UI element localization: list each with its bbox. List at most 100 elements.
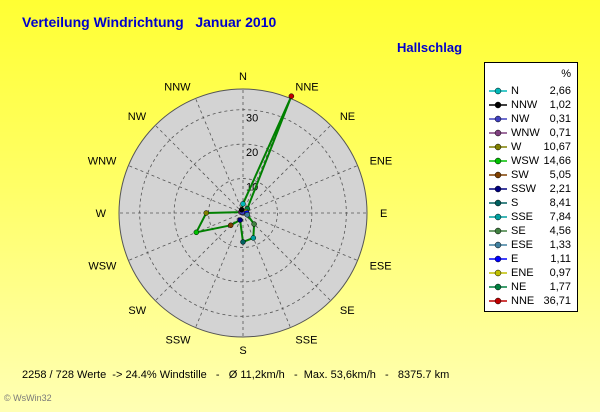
legend-marker: [489, 297, 507, 305]
data-point-nnw: [238, 207, 245, 213]
direction-label-ne: NE: [340, 111, 355, 123]
spoke-ne: [242, 125, 331, 214]
direction-label-nnw: NNW: [164, 81, 191, 93]
legend-direction-label: E: [511, 253, 519, 265]
legend-percent-value: 8,41: [549, 197, 571, 209]
statistics-footer: 2258 / 728 Werte -> 24.4% Windstille - Ø…: [22, 369, 450, 381]
direction-label-wnw: WNW: [88, 156, 117, 168]
spoke-se: [242, 212, 331, 301]
legend-row-ne: NE 1,77: [485, 280, 577, 294]
legend-row-se: SE 4,56: [485, 224, 577, 238]
legend-percent-value: 36,71: [543, 295, 571, 307]
legend-direction-label: N: [511, 85, 519, 97]
spoke-wnw: [128, 165, 244, 214]
spoke-nnw: [195, 98, 244, 214]
legend-direction-label: SSW: [511, 183, 537, 195]
direction-label-w: W: [96, 208, 107, 220]
ring-label: 30: [246, 113, 258, 125]
legend-percent-value: 1,77: [549, 281, 571, 293]
spoke-ese: [242, 212, 358, 261]
legend-marker: [489, 227, 507, 235]
spoke-ssw: [195, 212, 244, 328]
data-point-wsw: [193, 229, 200, 236]
legend-direction-label: ENE: [511, 267, 534, 279]
legend-percent-value: 0,71: [549, 127, 571, 139]
legend-direction-label: NW: [511, 113, 530, 125]
direction-label-ese: ESE: [370, 260, 392, 272]
legend-marker: [489, 101, 507, 109]
legend-percent-value: 1,02: [549, 99, 571, 111]
legend-unit-header: %: [561, 68, 571, 80]
legend-row-ssw: SSW 2,21: [485, 182, 577, 196]
legend-row-nnw: NNW 1,02: [485, 98, 577, 112]
legend-percent-value: 2,66: [549, 85, 571, 97]
legend-direction-label: WNW: [511, 127, 540, 139]
legend-row-e: E 1,11: [485, 252, 577, 266]
direction-label-nw: NW: [128, 111, 147, 123]
legend-percent-value: 1,11: [550, 253, 571, 265]
legend-direction-label: NNE: [511, 295, 535, 307]
spoke-sw: [155, 212, 244, 301]
legend-direction-label: S: [511, 197, 519, 209]
spoke-nw: [155, 125, 244, 214]
legend-marker: [489, 171, 507, 179]
direction-label-ene: ENE: [370, 156, 393, 168]
legend-row-wsw: WSW 14,66: [485, 154, 577, 168]
ring-label: 20: [246, 147, 258, 159]
legend-direction-label: NE: [511, 281, 527, 293]
direction-label-nne: NNE: [295, 81, 318, 93]
legend-direction-label: WSW: [511, 155, 540, 167]
legend-percent-value: 10,67: [543, 141, 571, 153]
legend: % N 2,66 NNW 1,02 NW 0,31 WNW 0,71 W 10,67 WSW 14,6…: [484, 62, 578, 312]
data-point-s: [240, 239, 246, 245]
legend-percent-value: 7,84: [549, 211, 571, 223]
spoke-sse: [242, 212, 291, 328]
legend-marker: [489, 87, 507, 95]
direction-label-sw: SW: [128, 305, 146, 317]
direction-label-s: S: [239, 345, 246, 357]
legend-row-w: W 10,67: [485, 140, 577, 154]
direction-label-ssw: SSW: [166, 335, 192, 347]
legend-direction-label: SW: [511, 169, 529, 181]
legend-marker: [489, 185, 507, 193]
legend-direction-label: ESE: [511, 239, 534, 251]
legend-marker: [489, 129, 507, 137]
legend-marker: [489, 241, 507, 249]
legend-marker: [489, 143, 507, 151]
legend-direction-label: SSE: [511, 211, 534, 223]
data-point-sse: [250, 235, 257, 241]
legend-marker: [489, 157, 507, 165]
legend-marker: [489, 199, 507, 207]
data-point-n: [240, 201, 246, 207]
data-point-se: [251, 221, 257, 227]
legend-percent-value: 4,56: [549, 225, 571, 237]
legend-marker: [489, 213, 507, 221]
spoke-wsw: [128, 212, 244, 261]
legend-direction-label: SE: [511, 225, 526, 237]
legend-row-sse: SSE 7,84: [485, 210, 577, 224]
legend-row-nw: NW 0,31: [485, 112, 577, 126]
legend-marker: [489, 269, 507, 277]
legend-marker: [489, 115, 507, 123]
legend-percent-value: 5,05: [549, 169, 571, 181]
data-point-sw: [227, 222, 234, 229]
legend-row-nne: NNE 36,71: [485, 294, 577, 308]
legend-row-s: S 8,41: [485, 196, 577, 210]
legend-marker: [489, 255, 507, 263]
direction-label-se: SE: [340, 305, 355, 317]
direction-label-sse: SSE: [295, 335, 317, 347]
data-point-ese: [244, 212, 250, 218]
legend-percent-value: 2,21: [549, 183, 571, 195]
copyright-note: © WsWin32: [4, 393, 52, 403]
legend-row-wnw: WNW 0,71: [485, 126, 577, 140]
legend-percent-value: 0,31: [549, 113, 571, 125]
legend-percent-value: 0,97: [549, 267, 571, 279]
legend-row-ese: ESE 1,33: [485, 238, 577, 252]
data-point-ssw: [237, 217, 243, 223]
legend-percent-value: 14,66: [543, 155, 571, 167]
station-name: Hallschlag: [397, 40, 463, 55]
direction-label-e: E: [380, 208, 387, 220]
legend-row-sw: SW 5,05: [485, 168, 577, 182]
